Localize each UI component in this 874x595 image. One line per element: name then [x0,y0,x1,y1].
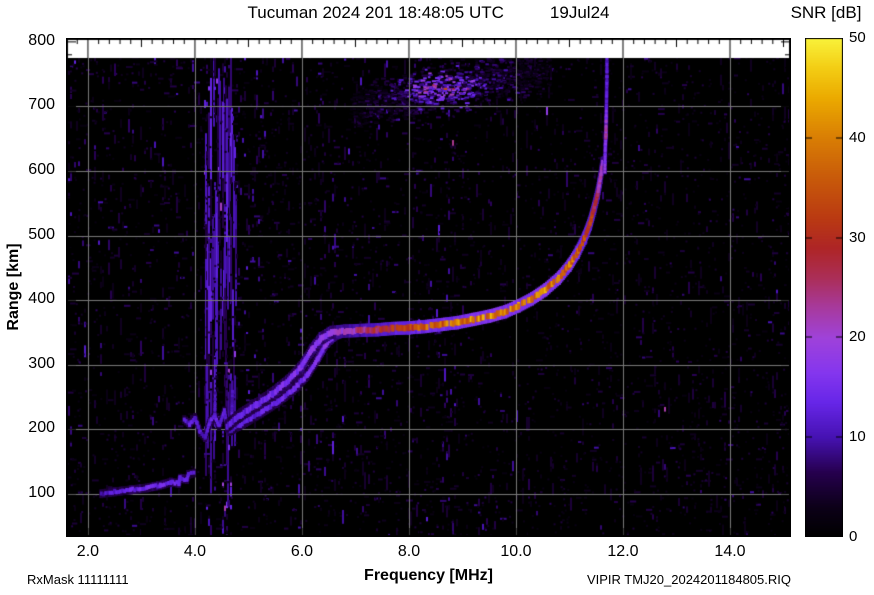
plot-title: Tucuman 2024 201 18:48:05 UTC 19Jul24 [66,3,791,23]
date-label: 19Jul24 [549,3,610,22]
source-file-label: VIPIR TMJ20_2024201184805.RIQ [586,572,791,587]
x-tick-label: 10.0 [500,543,532,560]
colorbar-title: SNR [dB] [790,3,862,22]
colorbar-tick-label: 30 [849,228,866,246]
y-axis-label: Range [km] [5,243,22,331]
station-datetime-label: Tucuman 2024 201 18:48:05 UTC [247,3,504,22]
y-tick-label: 200 [28,419,55,437]
x-tick-label: 6.0 [290,543,314,560]
y-tick-label: 100 [28,483,55,501]
colorbar-tick-label: 0 [849,528,858,545]
colorbar-tick-label: 20 [849,328,866,346]
x-tick-label: 2.0 [76,543,100,560]
x-axis-label: Frequency [MHz] [364,567,493,584]
x-tick-label: 8.0 [397,543,421,560]
y-tick-label: 700 [28,96,55,114]
x-tick-label: 12.0 [607,543,639,560]
y-tick-label: 600 [28,160,55,178]
y-tick-label: 500 [28,225,55,243]
y-tick-label: 800 [28,31,55,49]
colorbar-canvas [805,38,843,537]
x-tick-label: 4.0 [183,543,207,560]
y-tick-label: 300 [28,354,55,372]
y-tick-label: 400 [28,290,55,308]
x-tick-label: 14.0 [714,543,746,560]
colorbar-tick-label: 40 [849,128,866,146]
rxmask-label: RxMask 11111111 [27,572,129,587]
ionogram-canvas [66,38,791,537]
colorbar-tick-label: 10 [849,428,866,446]
colorbar-tick-label: 50 [849,29,866,46]
